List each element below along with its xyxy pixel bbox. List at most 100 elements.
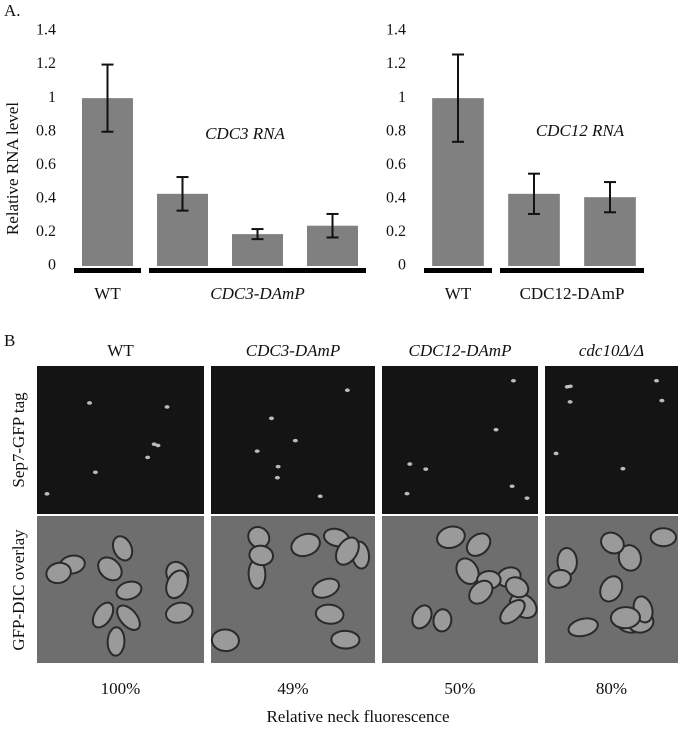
gfp-spot (659, 398, 665, 403)
y-tick-label: 1.4 (36, 22, 56, 39)
row-label: Sep7-GFP tag (9, 392, 28, 488)
y-axis-label: Relative RNA level (3, 102, 22, 235)
gfp-spot (524, 496, 530, 500)
column-label: CDC3-DAmP (246, 341, 340, 360)
error-bar (176, 176, 189, 212)
error-bar (251, 228, 264, 241)
gfp-spot (407, 462, 413, 466)
error-bar (452, 53, 464, 143)
cell (547, 568, 572, 589)
cell (97, 556, 123, 582)
group-bar (149, 268, 366, 273)
error-bar (101, 63, 114, 133)
cell (111, 535, 134, 562)
y-tick-label: 0.4 (386, 190, 406, 207)
cell (248, 544, 274, 567)
error-bar (604, 181, 616, 214)
cell (311, 577, 340, 599)
cell (330, 629, 361, 650)
group-label: CDC12-DAmP (520, 284, 625, 303)
y-tick-label: 0.2 (36, 223, 56, 240)
cell (210, 628, 240, 653)
gfp-spot (620, 466, 626, 471)
gfp-spot (404, 491, 410, 496)
annotation: CDC12 RNA (536, 121, 625, 140)
group-bar (424, 268, 492, 273)
gfp-spot (268, 416, 274, 421)
gfp-spot (317, 494, 323, 499)
error-bar (326, 212, 339, 239)
y-tick-label: 0.6 (36, 156, 56, 173)
y-tick-label: 1.4 (386, 22, 406, 39)
column-label: WT (107, 341, 134, 360)
y-tick-label: 0.4 (36, 190, 56, 207)
cell (334, 536, 360, 566)
gfp-spot (567, 400, 573, 404)
y-tick-label: 0.8 (386, 122, 406, 139)
cell (45, 561, 72, 585)
annotation: CDC3 RNA (205, 124, 285, 143)
cell (314, 603, 345, 625)
cell (116, 604, 141, 631)
y-tick-label: 0 (398, 257, 406, 274)
group-label: WT (445, 284, 472, 303)
gfp-spot (292, 438, 298, 443)
cell (91, 601, 115, 629)
cell (504, 576, 530, 599)
gfp-spot (653, 378, 659, 383)
cell (617, 544, 642, 572)
gfp-spot (87, 401, 93, 405)
y-tick-label: 0 (48, 257, 56, 274)
column-label: cdc10Δ/Δ (579, 341, 644, 360)
gfp-spot (493, 427, 499, 432)
y-tick-label: 0.8 (36, 122, 56, 139)
error-bar (528, 172, 540, 215)
cell (600, 531, 625, 555)
gfp-spot (151, 442, 157, 446)
cell (247, 525, 271, 549)
group-label: WT (94, 284, 121, 303)
cell (649, 527, 678, 548)
y-tick-label: 0.2 (386, 223, 406, 240)
gfp-image (545, 366, 678, 514)
cell (465, 532, 492, 557)
fluorescence-label: 100% (101, 679, 141, 698)
gfp-image (382, 366, 538, 514)
gfp-spot (553, 451, 559, 456)
fluorescence-label: 80% (596, 679, 627, 698)
cell (432, 608, 453, 633)
gfp-spot (92, 470, 98, 475)
row-label: GFP-DIC overlay (9, 529, 28, 651)
gfp-spot (275, 464, 281, 469)
group-label: CDC3-DAmP (210, 284, 304, 303)
gfp-spot (344, 388, 350, 393)
y-tick-label: 1 (48, 89, 56, 106)
cell (499, 599, 526, 625)
gfp-spot (274, 475, 280, 480)
axis-label: Relative neck fluorescence (266, 707, 449, 726)
cell (290, 532, 321, 558)
group-bar (74, 268, 141, 273)
gfp-spot (164, 405, 170, 409)
y-tick-label: 0.6 (386, 156, 406, 173)
cell (115, 580, 143, 601)
gfp-spot (509, 484, 515, 489)
cell (165, 569, 189, 600)
panel-label: B (4, 331, 15, 350)
cell (609, 606, 641, 630)
gfp-spot (510, 378, 516, 383)
group-bar (500, 268, 644, 273)
fluorescence-label: 49% (277, 679, 308, 698)
column-label: CDC12-DAmP (409, 341, 512, 360)
cell (468, 579, 494, 605)
panel-label: A. (4, 1, 21, 20)
y-tick-label: 1.2 (386, 55, 406, 72)
cell (567, 617, 599, 638)
gfp-spot (155, 443, 161, 448)
gfp-spot (423, 467, 429, 471)
y-tick-label: 1 (398, 89, 406, 106)
cell (455, 557, 480, 585)
cell (599, 575, 624, 603)
fluorescence-label: 50% (444, 679, 475, 698)
